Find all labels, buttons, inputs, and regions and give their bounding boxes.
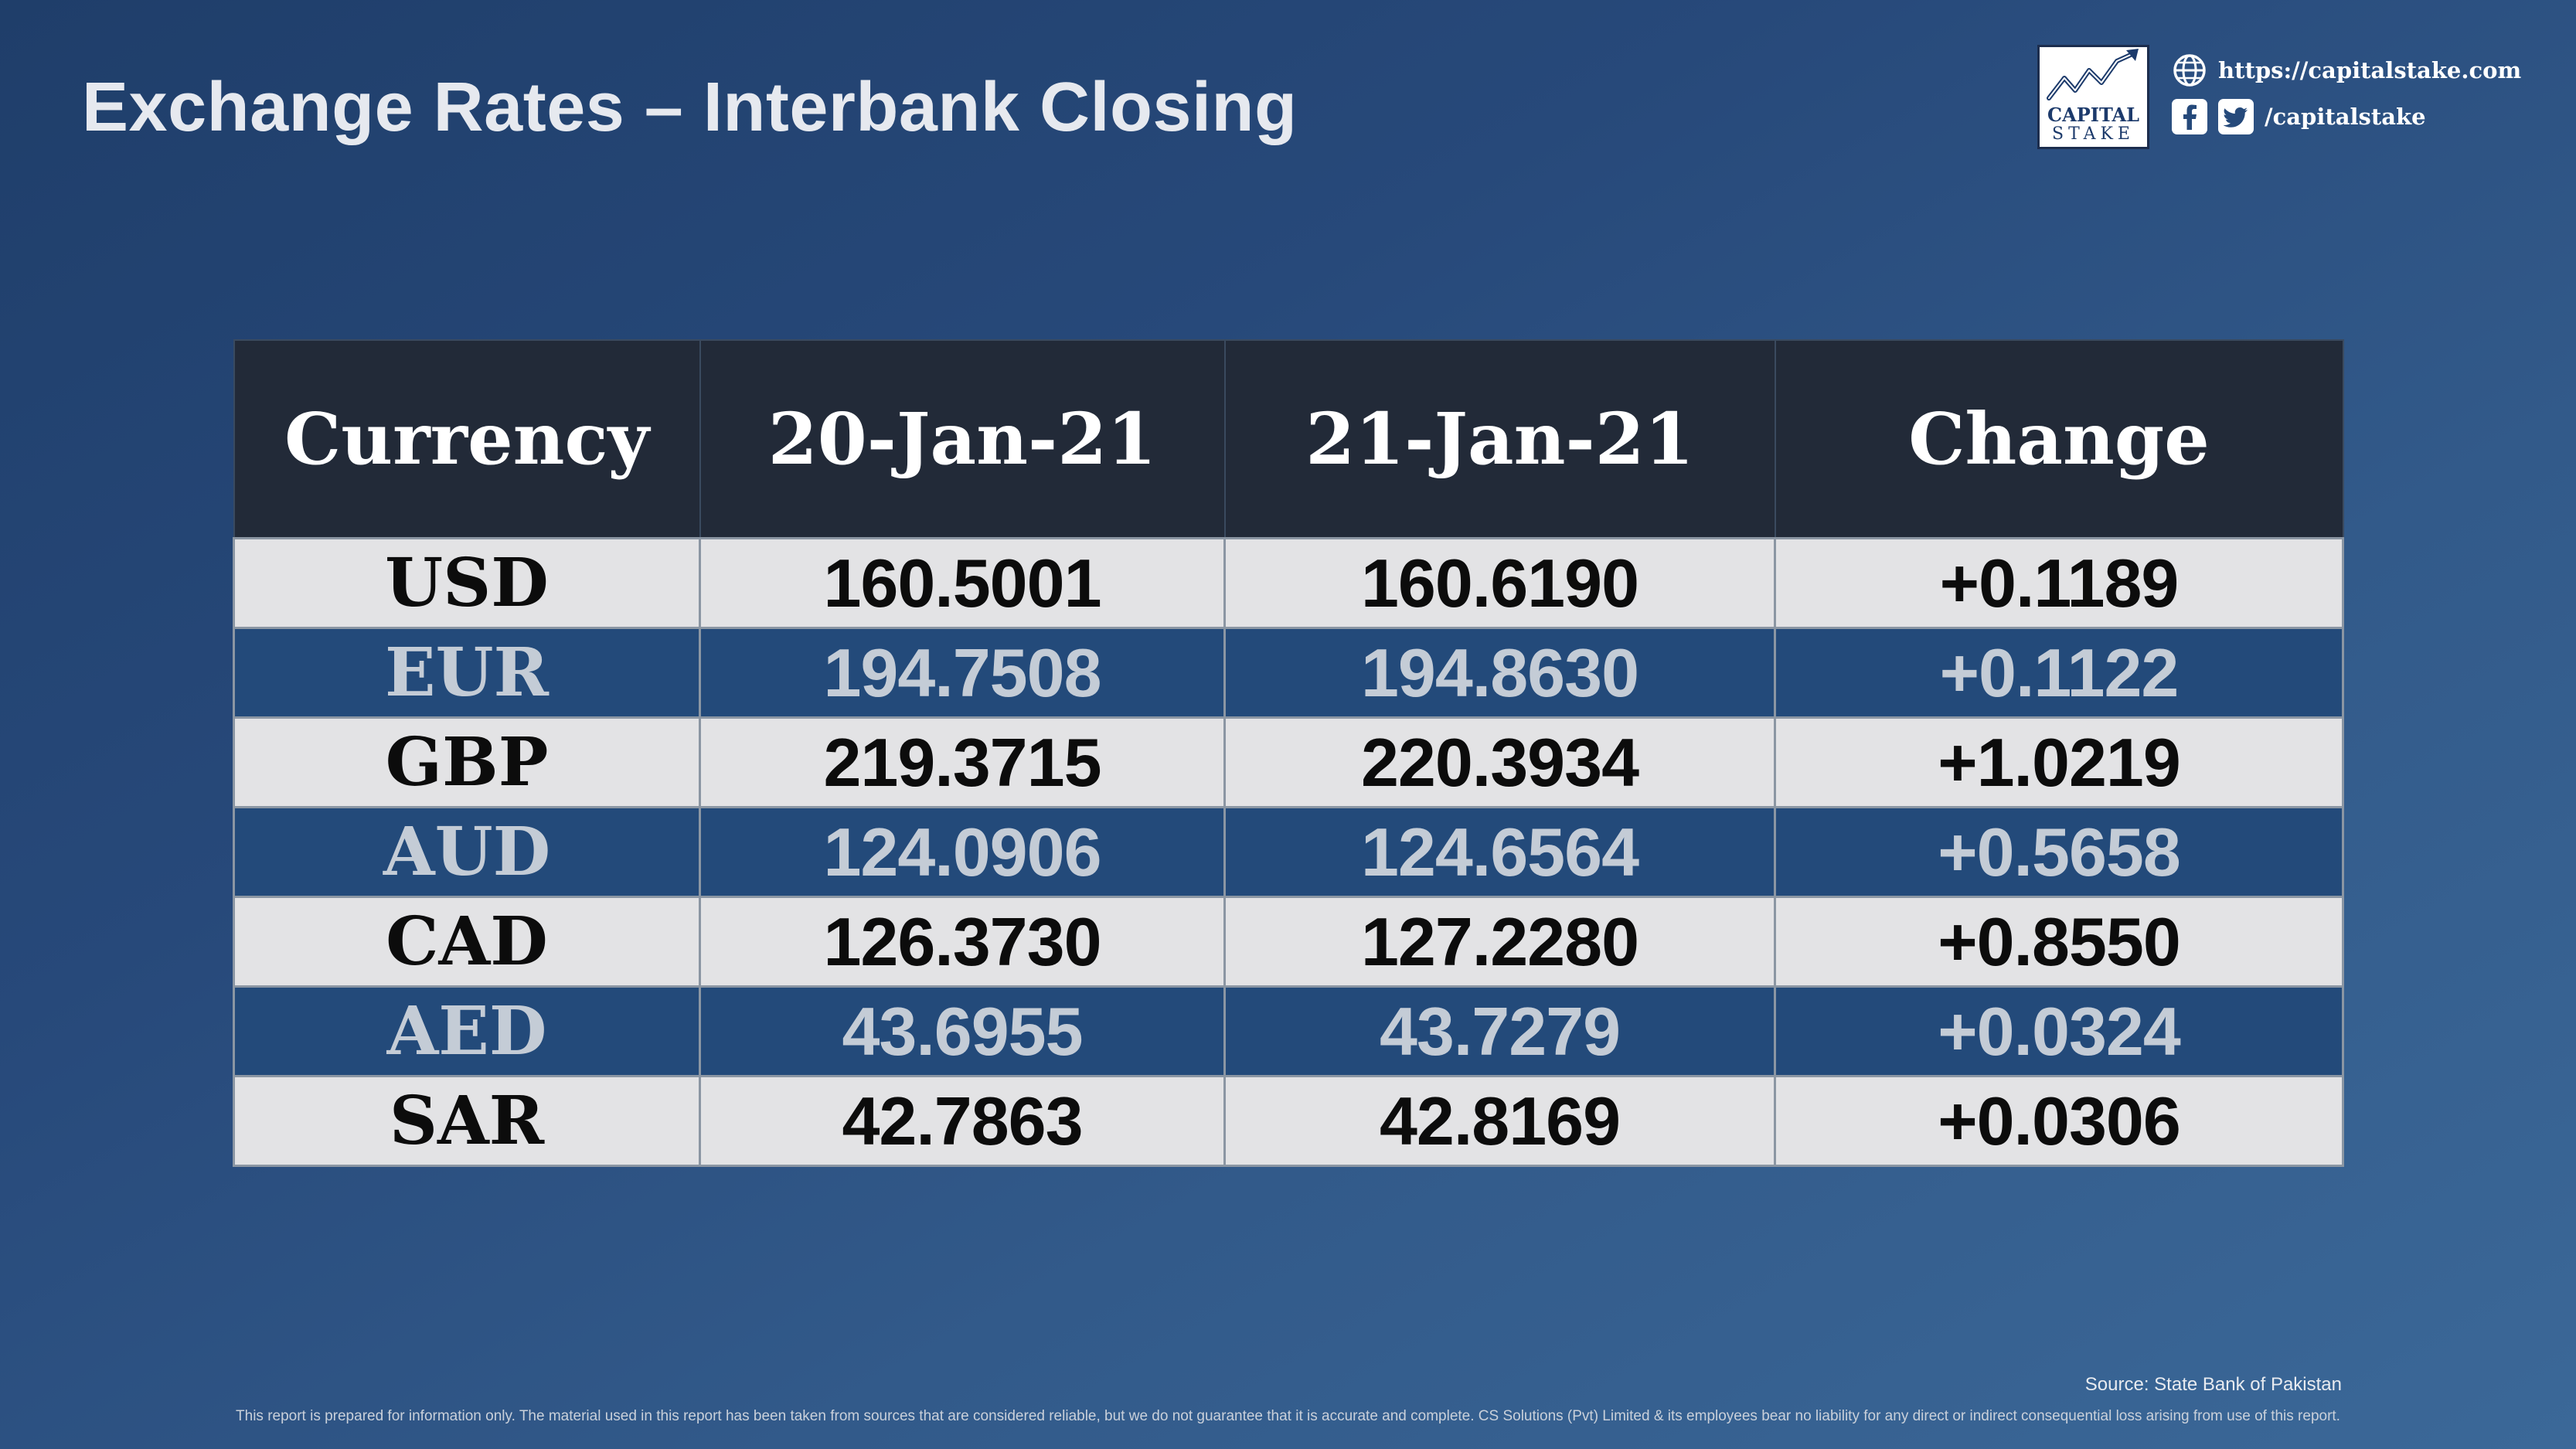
rate-cell: 43.7279 (1223, 985, 1776, 1077)
website-url: https://capitalstake.com (2218, 57, 2522, 83)
page-title: Exchange Rates – Interbank Closing (82, 69, 1298, 146)
facebook-icon[interactable] (2172, 99, 2207, 134)
exchange-rates-table: Currency 20-Jan-21 21-Jan-21 Change USD … (233, 339, 2344, 1167)
rate-cell: 194.7508 (699, 627, 1226, 719)
globe-icon (2172, 53, 2207, 88)
rate-cell: 127.2280 (1223, 896, 1776, 988)
disclaimer-text: This report is prepared for information … (236, 1408, 2340, 1424)
change-cell: +0.5658 (1774, 806, 2344, 898)
change-cell: +0.1122 (1774, 627, 2344, 719)
capital-stake-logo: CAPITAL STAKE (2037, 45, 2149, 149)
rate-cell: 42.7863 (699, 1075, 1226, 1167)
rate-cell: 124.6564 (1223, 806, 1776, 898)
currency-code: AED (233, 985, 701, 1077)
table-row: EUR 194.7508 194.8630 +0.1122 (233, 627, 2344, 719)
rate-cell: 42.8169 (1223, 1075, 1776, 1167)
social-handle: /capitalstake (2265, 104, 2426, 130)
currency-code: EUR (233, 627, 701, 719)
currency-code: USD (233, 537, 701, 629)
table-header-row: Currency 20-Jan-21 21-Jan-21 Change (233, 339, 2344, 539)
change-cell: +0.8550 (1774, 896, 2344, 988)
rate-cell: 43.6955 (699, 985, 1226, 1077)
header-date-1: 20-Jan-21 (699, 339, 1226, 539)
table-row: GBP 219.3715 220.3934 +1.0219 (233, 716, 2344, 808)
currency-code: AUD (233, 806, 701, 898)
rate-cell: 126.3730 (699, 896, 1226, 988)
header-change: Change (1774, 339, 2344, 539)
change-cell: +0.0306 (1774, 1075, 2344, 1167)
rate-cell: 124.0906 (699, 806, 1226, 898)
source-note: Source: State Bank of Pakistan (2084, 1374, 2342, 1395)
social-links: /capitalstake (2172, 99, 2426, 134)
table-row: USD 160.5001 160.6190 +0.1189 (233, 537, 2344, 629)
currency-code: SAR (233, 1075, 701, 1167)
change-cell: +0.1189 (1774, 537, 2344, 629)
table-row: AED 43.6955 43.7279 +0.0324 (233, 985, 2344, 1077)
rate-cell: 220.3934 (1223, 716, 1776, 808)
currency-code: CAD (233, 896, 701, 988)
rising-chart-icon (2047, 49, 2139, 100)
table-row: CAD 126.3730 127.2280 +0.8550 (233, 896, 2344, 988)
header-date-2: 21-Jan-21 (1223, 339, 1776, 539)
currency-code: GBP (233, 716, 701, 808)
change-cell: +1.0219 (1774, 716, 2344, 808)
table-row: SAR 42.7863 42.8169 +0.0306 (233, 1075, 2344, 1167)
twitter-icon[interactable] (2218, 99, 2254, 134)
rate-cell: 194.8630 (1223, 627, 1776, 719)
header-currency: Currency (233, 339, 701, 539)
rate-cell: 219.3715 (699, 716, 1226, 808)
rate-cell: 160.6190 (1223, 537, 1776, 629)
rate-cell: 160.5001 (699, 537, 1226, 629)
website-link[interactable]: https://capitalstake.com (2172, 53, 2521, 88)
logo-word-stake: STAKE (2052, 124, 2135, 144)
table-row: AUD 124.0906 124.6564 +0.5658 (233, 806, 2344, 898)
logo-word-capital: CAPITAL (2047, 104, 2140, 126)
change-cell: +0.0324 (1774, 985, 2344, 1077)
